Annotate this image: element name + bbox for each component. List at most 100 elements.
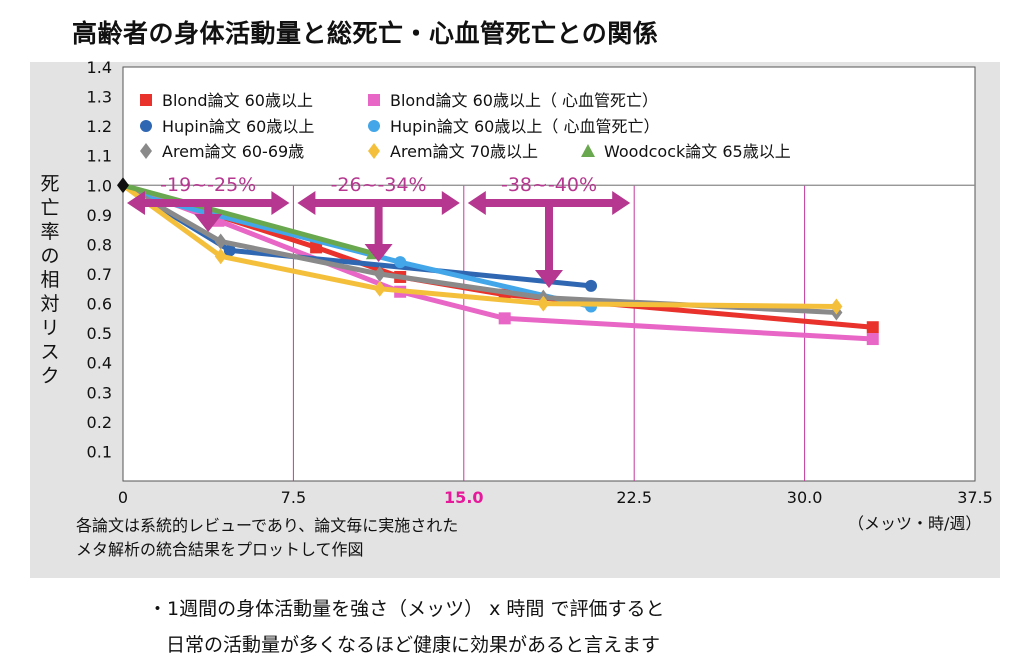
y-tick-label: 0.8 [87, 235, 112, 254]
data-point-circle [394, 256, 407, 269]
annotation-group: -19~-25% -26~-34% -38~-40% [127, 174, 631, 288]
legend-item: Blond論文 60歳以上（ 心血管死亡） [368, 91, 658, 110]
y-tick-label: 0.6 [87, 295, 112, 314]
annotation: -19~-25% [127, 174, 290, 232]
data-point-square [866, 321, 879, 334]
data-point-square [866, 333, 879, 346]
legend-item: Woodcock論文 65歳以上 [581, 142, 791, 161]
y-tick-label: 0.4 [87, 354, 112, 373]
x-tick-label: 37.5 [957, 488, 993, 507]
x-tick-label: 22.5 [616, 488, 652, 507]
y-tick-label: 1.3 [87, 88, 112, 107]
y-axis-label-char: ス [40, 341, 59, 363]
data-point-circle [585, 279, 598, 292]
origin-point [117, 177, 129, 194]
legend-item: Hupin論文 60歳以上（ 心血管死亡） [368, 117, 659, 136]
series [120, 182, 843, 315]
reduction-arrow-head [535, 270, 563, 288]
y-tick-label: 1.1 [87, 147, 112, 166]
series-line [120, 182, 376, 256]
reduction-arrow-shaft [374, 207, 383, 246]
y-axis-label-char: リ [40, 317, 59, 339]
data-point-circle [368, 120, 380, 132]
legend: Blond論文 60歳以上 Blond論文 60歳以上（ 心血管死亡） Hupin論… [140, 91, 791, 161]
data-point-circle [140, 120, 152, 132]
data-point-square [310, 241, 323, 254]
data-point-diamond [537, 295, 550, 312]
y-tick-label: 0.7 [87, 265, 112, 284]
method-note-line-1: 各論文は系統的レビューであり、論文毎に実施された [76, 516, 459, 535]
legend-label: Hupin論文 60歳以上 [162, 117, 314, 136]
reduction-arrow-head [364, 244, 393, 262]
y-axis-label-char: 対 [40, 293, 59, 315]
series-group [117, 177, 879, 346]
y-tick-label: 0.5 [87, 324, 112, 343]
range-arrow-left-head [467, 191, 486, 215]
legend-item: Hupin論文 60歳以上 [140, 117, 314, 136]
data-point-diamond [830, 298, 843, 315]
range-arrow-right-head [271, 191, 290, 215]
reduction-arrow-head [194, 214, 223, 232]
legend-item: Arem論文 60-69歳 [140, 142, 304, 161]
legend-label: Blond論文 60歳以上（ 心血管死亡） [390, 91, 658, 110]
data-point-diamond [368, 143, 380, 159]
annotation: -26~-34% [297, 174, 460, 262]
x-tick-label: 15.0 [444, 488, 483, 507]
y-axis-label-char: 死 [40, 173, 59, 195]
y-tick-label: 0.1 [87, 442, 112, 461]
y-tick-label: 1.4 [87, 58, 112, 77]
y-tick-label: 1.2 [87, 117, 112, 136]
legend-label: Arem論文 70歳以上 [390, 142, 538, 161]
data-point-square [498, 312, 511, 325]
page-title: 高齢者の身体活動量と総死亡・心血管死亡との関係 [72, 19, 659, 48]
y-axis-label-char: 相 [40, 269, 59, 291]
y-tick-label: 0.2 [87, 413, 112, 432]
data-point-circle [223, 244, 236, 257]
range-arrow-shaft [143, 199, 274, 207]
y-tick-label: 0.9 [87, 206, 112, 225]
y-axis-label-char: ク [40, 365, 59, 387]
x-axis-unit: （メッツ・時/週） [848, 514, 982, 533]
reduction-arrow-shaft [204, 207, 213, 216]
reduction-arrow-shaft [545, 207, 553, 272]
range-label: -26~-34% [331, 174, 427, 196]
range-arrow-right-head [612, 191, 631, 215]
range-arrow-left-head [127, 191, 145, 215]
y-tick-labels: 0.1 0.2 0.3 0.4 0.5 0.6 0.7 0.8 0.9 1.0 1.1 1.2 1.3 1… [87, 58, 112, 461]
data-point-diamond [373, 280, 386, 297]
data-point-diamond [214, 233, 227, 250]
y-axis-label-char: の [40, 245, 59, 267]
legend-item: Blond論文 60歳以上 [140, 91, 313, 110]
summary-line-1: ・1週間の身体活動量を強さ（メッツ） x 時間 で評価すると [148, 598, 665, 620]
data-point-square [368, 94, 380, 106]
y-tick-label: 1.0 [87, 176, 112, 195]
legend-label: Arem論文 60-69歳 [162, 142, 304, 161]
range-label: -19~-25% [160, 174, 256, 196]
legend-label: Hupin論文 60歳以上（ 心血管死亡） [390, 117, 659, 136]
x-tick-label: 7.5 [281, 488, 306, 507]
x-tick-label: 0 [118, 488, 128, 507]
legend-item: Arem論文 70歳以上 [368, 142, 538, 161]
y-axis-label-char: 率 [40, 221, 59, 243]
y-tick-label: 0.3 [87, 383, 112, 402]
legend-label: Blond論文 60歳以上 [162, 91, 313, 110]
range-arrow-shaft [313, 199, 444, 207]
range-arrow-left-head [297, 191, 316, 215]
range-arrow-shaft [483, 199, 615, 207]
method-note-line-2: メタ解析の統合結果をプロットして作図 [76, 540, 364, 559]
data-point-diamond [140, 143, 152, 159]
annotation: -38~-40% [467, 174, 631, 288]
x-tick-labels: 0 7.5 15.0 22.5 30.0 37.5 [118, 488, 993, 507]
range-arrow-right-head [441, 191, 460, 215]
range-label: -38~-40% [501, 174, 597, 196]
x-tick-label: 30.0 [787, 488, 823, 507]
legend-label: Woodcock論文 65歳以上 [604, 142, 791, 161]
data-point-triangle [581, 144, 595, 157]
data-point-diamond [214, 248, 227, 265]
y-axis-label-char: 亡 [40, 197, 59, 219]
summary-line-2: 日常の活動量が多くなるほど健康に効果があると言えます [166, 634, 661, 656]
data-point-square [140, 94, 152, 106]
data-point-diamond [373, 266, 386, 282]
